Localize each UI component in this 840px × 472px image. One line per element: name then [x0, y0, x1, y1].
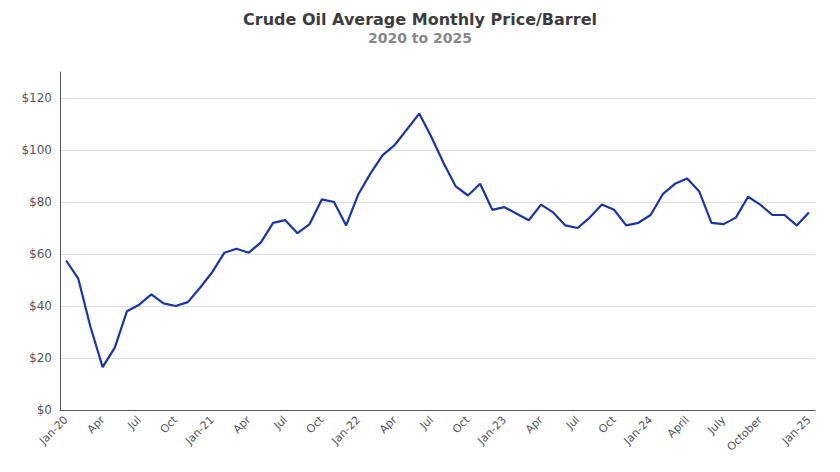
svg-text:October: October — [725, 413, 766, 454]
svg-text:$60: $60 — [29, 247, 52, 261]
svg-text:$100: $100 — [21, 143, 52, 157]
svg-text:Jan-20: Jan-20 — [36, 413, 71, 448]
svg-text:Jul: Jul — [563, 413, 582, 432]
svg-text:Oct: Oct — [450, 413, 473, 436]
svg-text:Oct: Oct — [596, 413, 619, 436]
svg-text:Jan-24: Jan-24 — [621, 413, 656, 448]
svg-text:Jan-22: Jan-22 — [328, 413, 363, 448]
svg-text:Jul: Jul — [124, 413, 143, 432]
svg-text:Oct: Oct — [304, 413, 327, 436]
svg-text:Apr: Apr — [231, 413, 254, 436]
svg-text:Apr: Apr — [85, 413, 108, 436]
svg-text:Jan-21: Jan-21 — [182, 413, 217, 448]
svg-text:$80: $80 — [29, 195, 52, 209]
svg-text:Jul: Jul — [271, 413, 290, 432]
svg-text:$40: $40 — [29, 299, 52, 313]
svg-text:April: April — [665, 413, 692, 440]
svg-text:July: July — [704, 413, 728, 437]
svg-text:$120: $120 — [21, 91, 52, 105]
svg-text:Apr: Apr — [523, 413, 546, 436]
svg-text:$20: $20 — [29, 351, 52, 365]
svg-text:2020 to 2025: 2020 to 2025 — [368, 30, 472, 46]
svg-text:Jul: Jul — [417, 413, 436, 432]
svg-text:Jan-23: Jan-23 — [475, 413, 510, 448]
svg-text:Jan-25: Jan-25 — [779, 413, 814, 448]
svg-text:Apr: Apr — [377, 413, 400, 436]
svg-text:Crude Oil Average Monthly Pric: Crude Oil Average Monthly Price/Barrel — [243, 10, 597, 29]
svg-text:$0: $0 — [37, 403, 52, 417]
svg-text:Oct: Oct — [158, 413, 181, 436]
